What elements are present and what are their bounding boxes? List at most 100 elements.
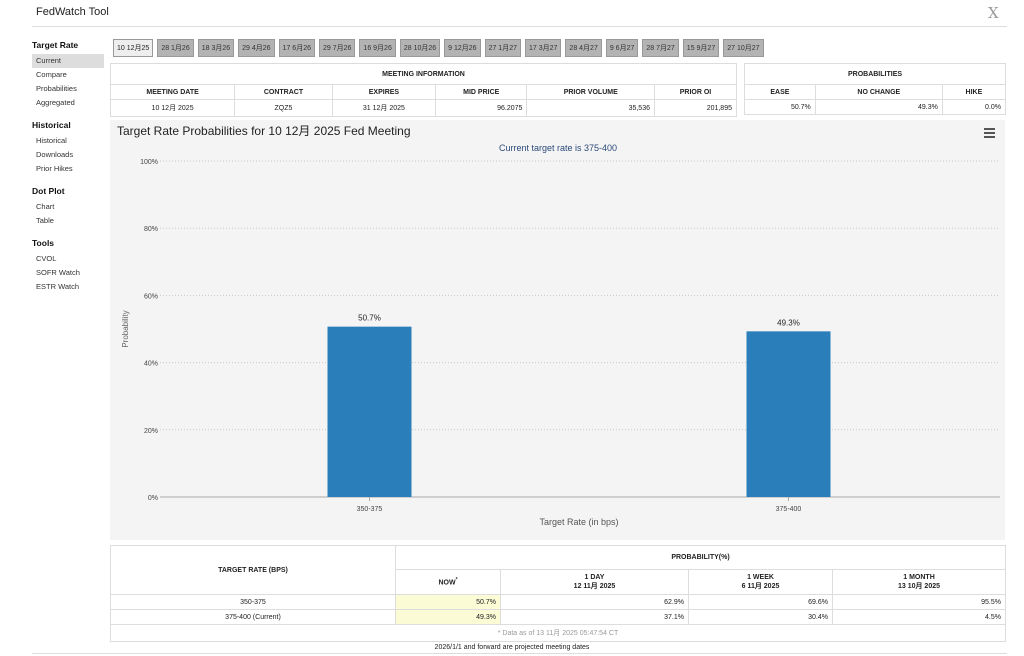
nav-item[interactable]: Historical [36, 136, 67, 145]
title-row: PROBABILITIES [744, 63, 1006, 85]
cell: 350-375 [110, 594, 396, 610]
cell: 95.5% [832, 594, 1006, 610]
chart-subtitle: Current target rate is 375-400 [499, 143, 617, 153]
column-label: 1 WEEK [747, 573, 774, 581]
app-title: FedWatch Tool [36, 6, 109, 18]
bar [746, 331, 831, 497]
meeting-tab[interactable]: 28 10月26 [399, 39, 441, 57]
probability-table: TARGET RATE (BPS) PROBABILITY(%) NOW* 1 DAY… [110, 545, 1006, 642]
footnote-mark: * [455, 577, 458, 584]
meeting-info-table: MEETING INFORMATION MEETING DATE CONTRACT E… [109, 63, 737, 117]
header-row: EASE NO CHANGE HIKE [744, 84, 1007, 100]
cell: 4.5% [832, 609, 1006, 625]
data-label: 49.3% [777, 318, 800, 327]
nav-item[interactable]: SOFR Watch [36, 268, 80, 277]
data-row: 350-375 50.7% 62.9% 69.6% 95.5% [110, 594, 1006, 610]
meeting-tab[interactable]: 28 7月27 [642, 39, 679, 57]
sidebar: Target Rate Current Compare Probabilities Ag… [32, 40, 104, 304]
meeting-tab[interactable]: 28 4月27 [565, 39, 602, 57]
meeting-tab[interactable]: 10 12月25 [113, 39, 154, 57]
x-tick-label: 350-375 [357, 506, 383, 513]
x-tick-label: 375-400 [776, 506, 802, 513]
y-axis-label: Probability [121, 310, 130, 347]
column-label: 1 MONTH [903, 573, 935, 581]
nav-item[interactable]: Aggregated [36, 98, 75, 107]
nav-item[interactable]: Compare [36, 70, 67, 79]
column-header: 1 WEEK 6 11月 2025 [688, 569, 833, 595]
meeting-tab[interactable]: 29 7月26 [319, 39, 356, 57]
cell: 49.3% [814, 99, 943, 115]
meeting-tab[interactable]: 16 9月26 [359, 39, 396, 57]
probabilities-table: PROBABILITIES EASE NO CHANGE HIKE 50.7% 49.3%… [744, 63, 1007, 115]
column-header: CONTRACT [234, 84, 333, 100]
note-row: * Data as of 13 11月 2025 05:47:54 CT [110, 624, 1006, 642]
cell: 69.6% [688, 594, 833, 610]
cell: 35,536 [526, 99, 655, 117]
plot-background [160, 161, 998, 497]
meeting-tab[interactable]: 17 3月27 [525, 39, 562, 57]
nav-section: Target Rate Current Compare Probabilities Ag… [32, 40, 104, 110]
meeting-tab[interactable]: 18 3月26 [197, 39, 235, 57]
cell: 50.7% [395, 594, 501, 610]
meeting-tab[interactable]: 27 1月27 [484, 39, 521, 57]
cell: 0.0% [941, 99, 1007, 115]
nav-item[interactable]: Prior Hikes [36, 164, 73, 173]
meeting-tab[interactable]: 15 9月27 [682, 39, 720, 57]
column-header: EASE [744, 84, 816, 100]
nav-section: Tools CVOL SOFR Watch ESTR Watch [32, 238, 104, 294]
footer-note: 2026/1/1 and forward are projected meeti… [434, 644, 590, 651]
cell: 96.2075 [435, 99, 528, 117]
data-row: 50.7% 49.3% 0.0% [744, 99, 1007, 115]
nav-item[interactable]: Probabilities [36, 84, 77, 93]
close-button[interactable]: X [988, 4, 999, 22]
column-label: 1 DAY [584, 573, 605, 581]
y-tick-label: 20% [144, 428, 158, 435]
divider [32, 26, 1007, 27]
column-header: HIKE [941, 84, 1007, 100]
meeting-tab[interactable]: 9 6月27 [605, 39, 639, 57]
data-note: * Data as of 13 11月 2025 05:47:54 CT [110, 624, 1006, 642]
chart-title: Target Rate Probabilities for 10 12月 202… [117, 124, 411, 138]
meeting-tab[interactable]: 28 1月26 [157, 39, 194, 57]
x-axis-label: Target Rate (in bps) [539, 517, 618, 527]
data-row: 375-400 (Current) 49.3% 37.1% 30.4% 4.5% [110, 609, 1006, 625]
bar [327, 326, 412, 497]
nav-section: Dot Plot Chart Table [32, 186, 104, 228]
y-tick-label: 80% [144, 226, 158, 233]
nav-item[interactable]: Table [36, 216, 54, 225]
nav-heading: Tools [32, 238, 55, 248]
meeting-tab[interactable]: 9 12月26 [444, 39, 481, 57]
title-row: MEETING INFORMATION [110, 63, 737, 85]
table-title: MEETING INFORMATION [110, 63, 737, 85]
divider [32, 653, 1007, 654]
column-header: NOW* [395, 569, 501, 595]
meeting-tab[interactable]: 27 10月27 [723, 39, 764, 57]
meeting-tab[interactable]: 29 4月26 [238, 39, 275, 57]
cell: 50.7% [744, 99, 816, 115]
column-header: PRIOR OI [654, 84, 737, 100]
menu-button[interactable] [984, 128, 995, 138]
cell: 49.3% [395, 609, 501, 625]
y-tick-label: 0% [148, 495, 158, 502]
nav-heading: Dot Plot [32, 186, 65, 196]
cell: 201,895 [654, 99, 737, 117]
data-label: 50.7% [358, 314, 381, 323]
nav-item[interactable]: Current [32, 54, 104, 68]
chart: Target Rate Probabilities for 10 12月 202… [110, 120, 1005, 540]
column-header: 1 MONTH 13 10月 2025 [832, 569, 1006, 595]
column-date: 6 11月 2025 [741, 582, 780, 590]
column-header: 1 DAY 12 11月 2025 [500, 569, 689, 595]
column-date: 12 11月 2025 [573, 582, 616, 590]
y-tick-label: 40% [144, 361, 158, 368]
cell: 31 12月 2025 [331, 99, 437, 117]
meeting-tab[interactable]: 17 6月26 [278, 39, 315, 57]
group-header: PROBABILITY(%) [395, 545, 1006, 570]
nav-item[interactable]: CVOL [36, 254, 57, 263]
nav-item[interactable]: ESTR Watch [36, 282, 80, 291]
column-date: 13 10月 2025 [897, 582, 941, 590]
nav-item[interactable]: Chart [36, 202, 55, 211]
group-row: TARGET RATE (BPS) PROBABILITY(%) [110, 545, 1006, 595]
nav-item[interactable]: Downloads [36, 150, 74, 159]
cell: 62.9% [500, 594, 689, 610]
